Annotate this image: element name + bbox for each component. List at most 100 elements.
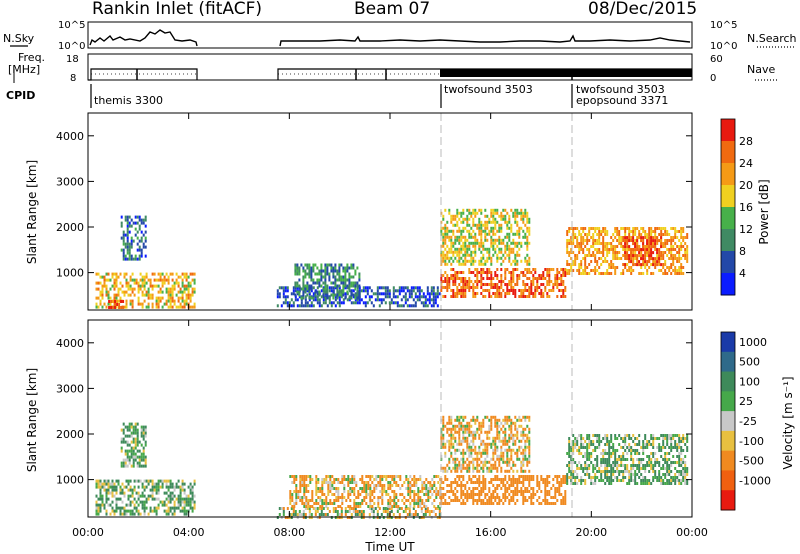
echo-cell (392, 295, 395, 299)
echo-cell (468, 280, 471, 283)
echo-cell (468, 475, 471, 478)
echo-cell (179, 290, 182, 294)
echo-cell (646, 233, 649, 236)
echo-cell (338, 304, 341, 308)
echo-cell (654, 458, 657, 461)
echo-cell (133, 503, 136, 507)
echo-cell (644, 254, 647, 258)
echo-cell (140, 455, 143, 459)
echo-cell (568, 455, 571, 458)
echo-cell (437, 475, 440, 478)
echo-cell (516, 214, 519, 218)
echo-cell (130, 224, 133, 228)
echo-cell (508, 271, 511, 274)
echo-cell (299, 496, 302, 499)
echo-cell (552, 289, 555, 292)
echo-cell (107, 302, 110, 306)
echo-cell (381, 487, 384, 490)
echo-cell (616, 461, 619, 464)
echo-cell (540, 295, 543, 298)
echo-cell (504, 499, 507, 502)
echo-cell (630, 251, 633, 255)
echo-cell (379, 490, 382, 493)
echo-cell (121, 491, 124, 495)
echo-cell (474, 211, 477, 215)
echo-cell (472, 475, 475, 478)
echo-cell (167, 497, 170, 501)
echo-cell (512, 436, 515, 440)
echo-cell (292, 292, 295, 296)
echo-cell (594, 476, 597, 479)
echo-cell (632, 458, 635, 461)
echo-cell (662, 263, 665, 266)
echo-cell (484, 430, 487, 434)
echo-cell (576, 236, 579, 239)
echo-cell (498, 280, 501, 283)
echo-cell (294, 510, 297, 513)
echo-cell (402, 304, 405, 308)
echo-cell (568, 470, 571, 473)
date-label: 08/Dec/2015 (588, 0, 697, 19)
echo-cell (560, 481, 563, 484)
echo-cell (552, 286, 555, 289)
echo-cell (664, 263, 667, 266)
echo-cell (672, 257, 675, 260)
echo-cell (508, 457, 511, 461)
echo-cell (444, 493, 447, 496)
echo-cell (586, 437, 589, 440)
echo-cell (634, 227, 637, 230)
echo-cell (644, 467, 647, 470)
echo-cell (480, 283, 483, 286)
echo-cell (108, 306, 111, 309)
echo-cell (638, 251, 641, 255)
echo-cell (464, 496, 467, 499)
echo-cell (413, 478, 416, 481)
echo-cell (163, 278, 166, 282)
echo-cell (122, 431, 125, 435)
echo-cell (458, 478, 461, 481)
echo-cell (578, 230, 581, 233)
echo-cell (614, 236, 617, 239)
echo-cell (470, 232, 473, 236)
echo-cell (528, 445, 531, 449)
echo-cell (388, 295, 391, 299)
echo-cell (321, 487, 324, 490)
echo-cell (478, 280, 481, 283)
echo-cell (328, 263, 331, 267)
echo-cell (582, 467, 585, 470)
echo-cell (548, 268, 551, 271)
echo-cell (131, 299, 134, 303)
echo-cell (504, 250, 507, 254)
echo-cell (404, 292, 407, 296)
echo-cell (155, 278, 158, 282)
echo-cell (103, 503, 106, 507)
echo-cell (436, 295, 439, 299)
echo-cell (462, 247, 465, 251)
echo-cell (680, 269, 683, 272)
echo-cell (468, 448, 471, 452)
echo-cell (370, 507, 373, 510)
echo-cell (498, 460, 501, 464)
echo-cell (364, 289, 367, 293)
echo-cell (588, 263, 591, 266)
echo-cell (353, 502, 356, 505)
echo-cell (594, 467, 597, 470)
echo-cell (470, 496, 473, 499)
echo-cell (680, 248, 683, 251)
echo-cell (405, 475, 408, 478)
echo-cell (298, 295, 301, 299)
echo-cell (344, 275, 347, 279)
echo-cell (450, 499, 453, 502)
echo-cell (308, 510, 311, 513)
echo-cell (399, 475, 402, 478)
echo-cell (454, 439, 457, 443)
echo-cell (582, 248, 585, 251)
echo-cell (480, 268, 483, 271)
echo-cell (462, 418, 465, 422)
echo-cell (514, 478, 517, 481)
echo-cell (480, 238, 483, 242)
echo-cell (303, 481, 306, 484)
echo-cell (446, 430, 449, 434)
echo-cell (476, 277, 479, 280)
echo-cell (133, 281, 136, 285)
